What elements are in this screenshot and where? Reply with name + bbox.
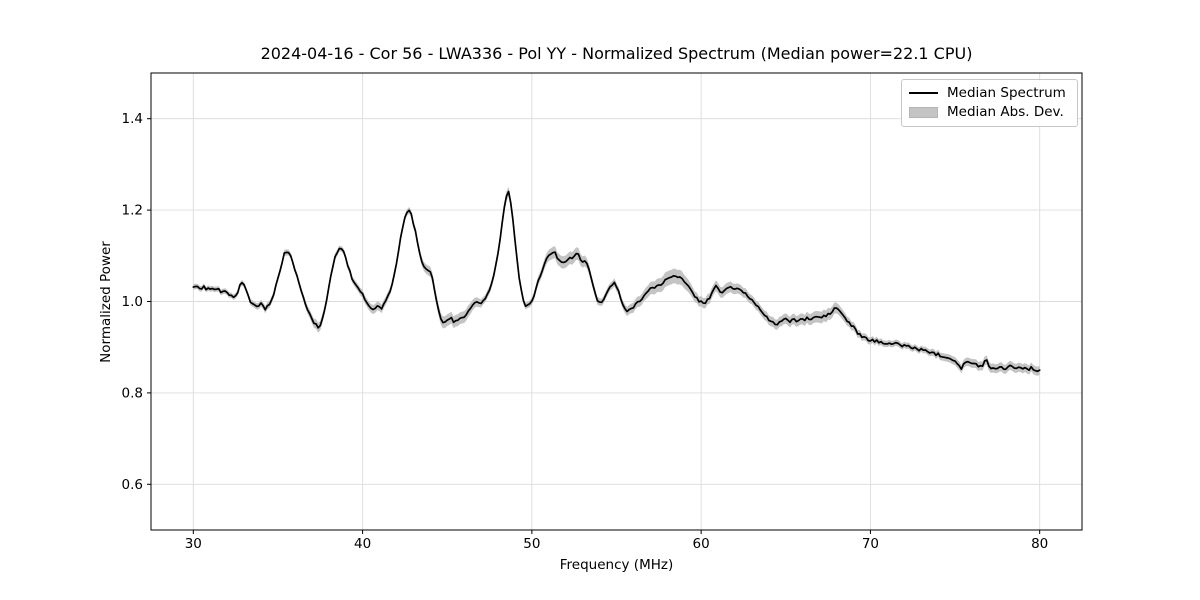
- y-tick-label-0.6: 0.6: [122, 477, 143, 493]
- legend-label-median-spectrum: Median Spectrum: [947, 85, 1066, 101]
- y-tick-label-1.4: 1.4: [122, 111, 143, 127]
- x-tick-label-50: 50: [523, 536, 540, 552]
- median-spectrum-line: [192, 190, 1041, 373]
- x-tick-label-60: 60: [693, 536, 710, 552]
- legend: Median Spectrum Median Abs. Dev.: [901, 79, 1078, 127]
- x-tick-label-40: 40: [354, 536, 371, 552]
- y-axis-label: Normalized Power: [98, 241, 114, 363]
- chart-title: 2024-04-16 - Cor 56 - LWA336 - Pol YY - …: [260, 44, 973, 63]
- x-tick-label-30: 30: [185, 536, 202, 552]
- x-tick-label-70: 70: [862, 536, 879, 552]
- median-abs-dev-patch-swatch: [909, 106, 938, 118]
- legend-entry-median-spectrum: Median Spectrum: [909, 85, 1069, 101]
- legend-entry-median-abs-dev: Median Abs. Dev.: [909, 104, 1069, 120]
- median-spectrum-line-swatch: [909, 92, 938, 94]
- y-tick-label-1.2: 1.2: [122, 203, 143, 219]
- legend-label-median-abs-dev: Median Abs. Dev.: [947, 104, 1064, 120]
- y-tick-label-1.0: 1.0: [122, 294, 143, 310]
- x-tick-label-80: 80: [1031, 536, 1048, 552]
- x-axis-label: Frequency (MHz): [559, 557, 674, 573]
- y-tick-label-0.8: 0.8: [122, 385, 143, 401]
